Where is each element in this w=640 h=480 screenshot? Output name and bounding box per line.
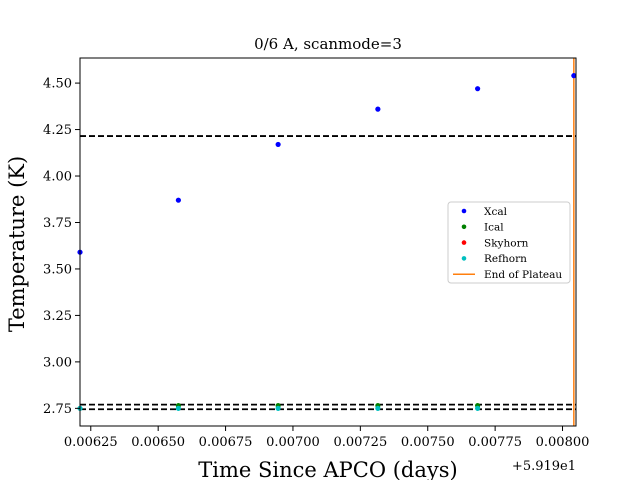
xcal-point <box>375 106 381 112</box>
x-tick-label: 0.00750 <box>401 435 455 450</box>
y-tick-label: 3.50 <box>43 262 72 277</box>
x-axis-label: Time Since APCO (days) <box>198 458 457 480</box>
xcal-point <box>475 86 481 92</box>
x-offset-label: +5.919e1 <box>512 459 576 474</box>
axes-frame <box>79 57 577 427</box>
chart-title: 0/6 A, scanmode=3 <box>254 35 402 53</box>
y-tick-label: 4.00 <box>43 170 72 185</box>
legend-label-end-of-plateau: End of Plateau <box>484 269 562 281</box>
legend-marker-xcal <box>461 208 467 214</box>
xcal-point <box>275 141 281 148</box>
refhorn-point <box>275 405 281 411</box>
legend-label-ical: Ical <box>484 222 504 234</box>
x-tick-label: 0.00800 <box>536 435 590 450</box>
x-tick-label: 0.00725 <box>333 435 387 450</box>
xcal-point <box>175 197 181 203</box>
refhorn-point <box>475 405 481 411</box>
x-tick-label: 0.00675 <box>199 435 253 450</box>
legend-marker-ical <box>461 224 467 230</box>
legend-label-refhorn: Refhorn <box>484 253 527 265</box>
legend-marker-skyhorn <box>461 240 467 245</box>
y-tick-label: 3.00 <box>43 355 72 370</box>
y-tick-label: 2.75 <box>43 402 72 417</box>
y-tick-label: 4.25 <box>43 123 72 138</box>
xcal-point <box>571 73 577 79</box>
y-tick-label: 3.75 <box>43 216 72 231</box>
legend-label-xcal: Xcal <box>484 206 508 218</box>
x-tick-label: 0.00625 <box>64 435 118 450</box>
refhorn-point <box>375 405 381 411</box>
y-axis-label: Temperature (K) <box>5 156 29 332</box>
refhorn-point <box>175 405 181 411</box>
y-tick-label: 4.50 <box>43 77 72 92</box>
x-tick-label: 0.00775 <box>468 435 522 450</box>
x-tick-label: 0.00650 <box>131 435 185 450</box>
x-tick-label: 0.00700 <box>266 435 320 450</box>
legend: Xcal Ical Skyhorn Refhorn End of Plateau <box>447 201 571 284</box>
y-tick-label: 3.25 <box>43 309 72 324</box>
legend-label-skyhorn: Skyhorn <box>484 237 529 249</box>
legend-box <box>447 201 571 284</box>
plot-area: 0.00625 0.00650 0.00675 0.00700 0.00725 0.007… <box>43 57 590 450</box>
legend-marker-refhorn <box>461 256 467 261</box>
